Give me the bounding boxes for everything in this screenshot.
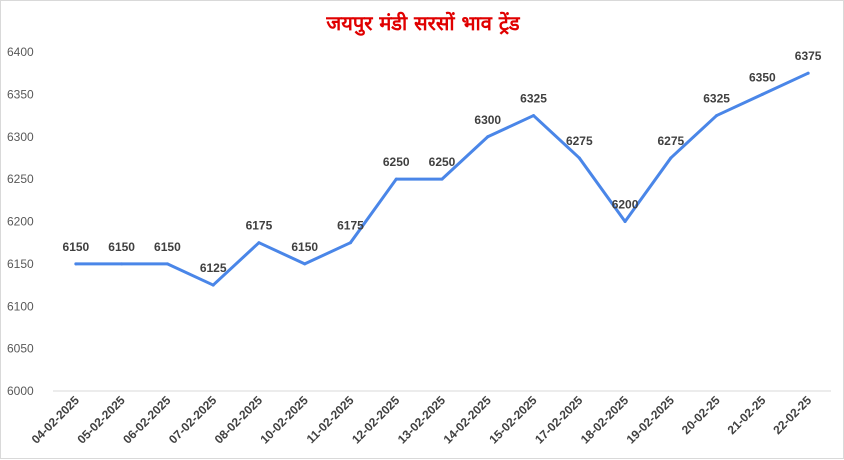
y-tick-label: 6100 <box>7 299 34 313</box>
x-tick-label: 13-02-2025 <box>395 393 449 447</box>
data-label: 6325 <box>703 92 730 106</box>
data-label: 6300 <box>474 113 501 127</box>
data-point <box>760 92 764 96</box>
y-tick-label: 6050 <box>7 342 34 356</box>
data-label: 6350 <box>749 70 776 84</box>
data-label: 6175 <box>246 219 273 233</box>
data-point <box>303 262 307 266</box>
data-point <box>623 220 627 223</box>
x-tick-label: 05-02-2025 <box>74 393 128 447</box>
x-tick-label: 06-02-2025 <box>120 393 174 447</box>
data-label: 6200 <box>612 198 639 212</box>
data-point <box>74 262 78 266</box>
y-tick-label: 6000 <box>7 384 34 398</box>
data-label: 6275 <box>566 134 593 148</box>
data-label: 6150 <box>291 240 318 254</box>
data-label: 6150 <box>154 240 181 254</box>
data-point <box>257 241 261 245</box>
y-tick-label: 6150 <box>7 257 34 271</box>
data-point <box>394 177 398 181</box>
data-label: 6175 <box>337 219 364 233</box>
data-point <box>532 114 536 118</box>
data-label: 6275 <box>657 134 684 148</box>
data-point <box>669 156 673 160</box>
x-tick-label: 17-02-2025 <box>532 393 586 447</box>
x-tick-label: 07-02-2025 <box>166 393 220 447</box>
x-tick-label: 21-02-25 <box>725 393 769 437</box>
data-point <box>211 283 215 287</box>
chart-title: जयपुर मंडी सरसों भाव ट्रेंड <box>326 11 520 35</box>
data-label: 6150 <box>108 240 135 254</box>
x-tick-label: 08-02-2025 <box>212 393 266 447</box>
data-point <box>440 177 444 181</box>
x-tick-label: 11-02-2025 <box>304 393 357 446</box>
x-tick-label: 12-02-2025 <box>349 393 403 447</box>
data-label: 6125 <box>200 261 227 275</box>
data-point <box>348 241 352 245</box>
data-label: 6375 <box>795 49 822 63</box>
data-point <box>806 71 810 75</box>
x-tick-label: 18-02-2025 <box>578 393 632 447</box>
x-tick-label: 20-02-25 <box>679 393 723 437</box>
data-label: 6250 <box>383 155 410 169</box>
y-tick-label: 6250 <box>7 172 34 186</box>
data-point <box>486 135 490 139</box>
data-point <box>577 156 581 160</box>
data-point <box>715 114 719 118</box>
y-tick-label: 6350 <box>7 87 34 101</box>
x-tick-label: 19-02-2025 <box>624 393 678 447</box>
y-tick-label: 6200 <box>7 215 34 229</box>
data-label: 6150 <box>63 240 90 254</box>
y-tick-label: 6400 <box>7 45 34 59</box>
y-tick-label: 6300 <box>7 130 34 144</box>
data-point <box>120 262 124 266</box>
data-label: 6325 <box>520 92 547 106</box>
data-label: 6250 <box>429 155 456 169</box>
x-tick-label: 15-02-2025 <box>486 393 540 447</box>
x-tick-label: 10-02-2025 <box>258 393 312 447</box>
data-point <box>165 262 169 266</box>
x-tick-label: 22-02-25 <box>770 393 814 437</box>
x-tick-label: 04-02-2025 <box>29 393 83 447</box>
x-tick-label: 14-02-2025 <box>441 393 495 447</box>
